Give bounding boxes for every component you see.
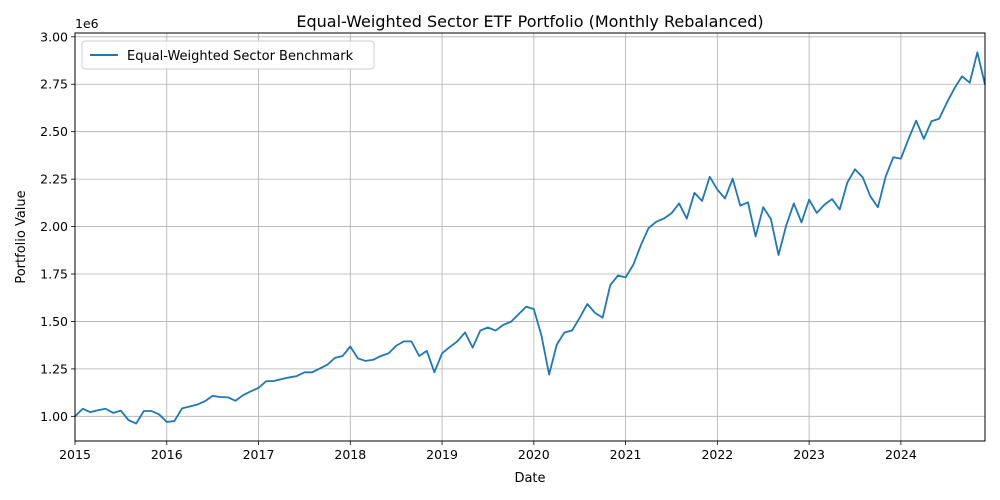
y-axis-label: Portfolio Value bbox=[14, 190, 29, 283]
x-axis-ticks: 2015 2016 2017 2018 2019 2020 2021 2022 2023 2024 bbox=[59, 441, 917, 462]
legend-box bbox=[81, 40, 375, 70]
series-line-0 bbox=[74, 51, 986, 425]
y-axis-ticks: 1.00 1.25 1.50 1.75 2.00 2.25 2.50 2.75 3.00 bbox=[40, 29, 75, 424]
x-tick-label: 2019 bbox=[426, 447, 458, 462]
x-tick-label: 2023 bbox=[793, 447, 825, 462]
plot-frame bbox=[74, 32, 986, 442]
y-tick-label: 2.50 bbox=[40, 124, 68, 139]
x-tick-label: 2017 bbox=[243, 447, 275, 462]
x-tick-label: 2022 bbox=[701, 447, 733, 462]
y-tick-label: 3.00 bbox=[40, 29, 68, 44]
y-tick-label: 1.50 bbox=[40, 314, 68, 329]
y-tick-label: 2.00 bbox=[40, 219, 68, 234]
series-lines bbox=[74, 51, 986, 425]
x-tick-label: 2024 bbox=[885, 447, 917, 462]
legend: Equal-Weighted Sector Benchmark bbox=[81, 40, 375, 70]
x-tick-label: 2020 bbox=[518, 447, 550, 462]
chart-title: Equal-Weighted Sector ETF Portfolio (Mon… bbox=[296, 12, 763, 31]
x-tick-label: 2016 bbox=[151, 447, 183, 462]
y-tick-label: 1.00 bbox=[40, 409, 68, 424]
y-tick-label: 2.25 bbox=[40, 172, 68, 187]
grid-lines bbox=[74, 33, 985, 441]
y-tick-label: 1.75 bbox=[40, 267, 68, 282]
x-tick-label: 2021 bbox=[610, 447, 642, 462]
y-tick-label: 2.75 bbox=[40, 77, 68, 92]
x-tick-label: 2018 bbox=[334, 447, 366, 462]
x-tick-label: 2015 bbox=[59, 447, 91, 462]
y-tick-label: 1.25 bbox=[40, 361, 68, 376]
x-axis-label: Date bbox=[514, 471, 545, 486]
legend-label: Equal-Weighted Sector Benchmark bbox=[127, 49, 354, 64]
y-multiplier-label: 1e6 bbox=[75, 16, 99, 31]
